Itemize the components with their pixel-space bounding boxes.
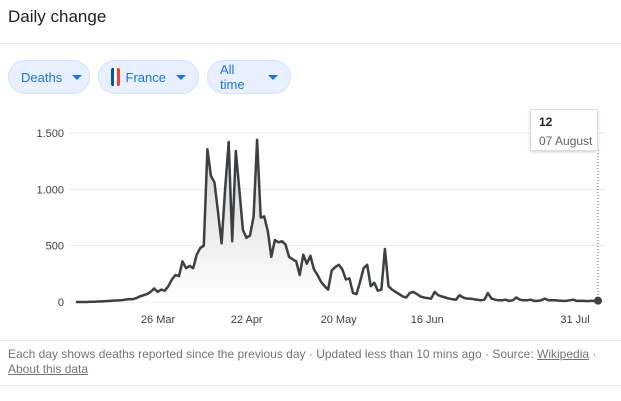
series-area: [76, 139, 598, 302]
chart-footer: Each day shows deaths reported since the…: [8, 347, 618, 377]
chevron-down-icon: [72, 74, 83, 80]
hover-marker: [594, 296, 602, 305]
france-flag-icon: [111, 68, 120, 86]
footer-source-label: Source:: [492, 347, 534, 361]
x-tick-label: 20 May: [321, 314, 358, 326]
footer-separator: ·: [481, 347, 493, 361]
tooltip-value: 12: [539, 115, 553, 129]
time-range-dropdown[interactable]: All time: [207, 60, 291, 94]
y-tick-label: 1.000: [36, 184, 64, 196]
y-tick-label: 0: [58, 297, 64, 309]
header-divider: [0, 43, 621, 44]
footer-separator: ·: [589, 347, 597, 361]
footer-separator: ·: [305, 347, 317, 361]
footer-updated: Updated less than 10 mins ago: [316, 347, 482, 361]
tooltip-date: 07 August: [539, 134, 593, 148]
x-tick-label: 31 Jul: [560, 314, 589, 326]
page-title: Daily change: [8, 7, 107, 26]
footer-description: Each day shows deaths reported since the…: [8, 347, 306, 361]
chevron-down-icon: [268, 74, 278, 80]
series-line: [76, 138, 599, 304]
metric-dropdown[interactable]: Deaths: [8, 60, 90, 94]
region-dropdown-label: France: [125, 69, 166, 85]
about-data-link[interactable]: About this data: [8, 362, 89, 376]
chevron-down-icon: [176, 74, 186, 80]
chart-tooltip: 12 07 August: [530, 109, 598, 151]
source-link[interactable]: Wikipedia: [537, 347, 590, 361]
y-tick-label: 500: [46, 241, 64, 253]
region-dropdown[interactable]: France: [98, 60, 199, 94]
x-tick-label: 16 Jun: [411, 314, 444, 326]
x-tick-label: 26 Mar: [141, 314, 176, 326]
bottom-divider: [0, 385, 621, 386]
footer-divider: [0, 340, 621, 341]
y-tick-label: 1.500: [36, 128, 64, 140]
daily-deaths-chart[interactable]: 0 500 1.000 1.500 26 Mar 22 Apr 20 May 16 Jun 31…: [0, 110, 621, 335]
metric-dropdown-label: Deaths: [21, 69, 63, 85]
time-range-dropdown-label: All time: [220, 62, 245, 92]
x-tick-label: 22 Apr: [231, 314, 263, 326]
